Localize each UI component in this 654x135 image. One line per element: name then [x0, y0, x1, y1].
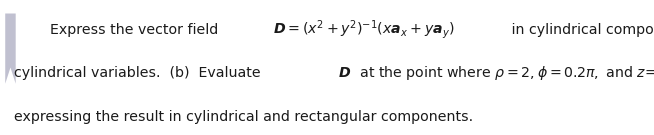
Text: at the point where $\rho = 2, \phi = 0.2\pi,$ and $z$=5,: at the point where $\rho = 2, \phi = 0.2… — [355, 64, 654, 82]
Text: $\boldsymbol{D} = (x^2+y^2)^{-1}(x\boldsymbol{a}_x+y\boldsymbol{a}_y)$: $\boldsymbol{D} = (x^2+y^2)^{-1}(x\bolds… — [273, 18, 455, 41]
Text: expressing the result in cylindrical and rectangular components.: expressing the result in cylindrical and… — [14, 110, 473, 124]
Polygon shape — [5, 14, 16, 84]
Text: Express the vector field: Express the vector field — [50, 23, 222, 37]
Text: cylindrical variables.  (b)  Evaluate: cylindrical variables. (b) Evaluate — [14, 66, 266, 80]
Text: $\boldsymbol{D}$: $\boldsymbol{D}$ — [338, 66, 352, 80]
Text: in cylindrical components and: in cylindrical components and — [507, 23, 654, 37]
